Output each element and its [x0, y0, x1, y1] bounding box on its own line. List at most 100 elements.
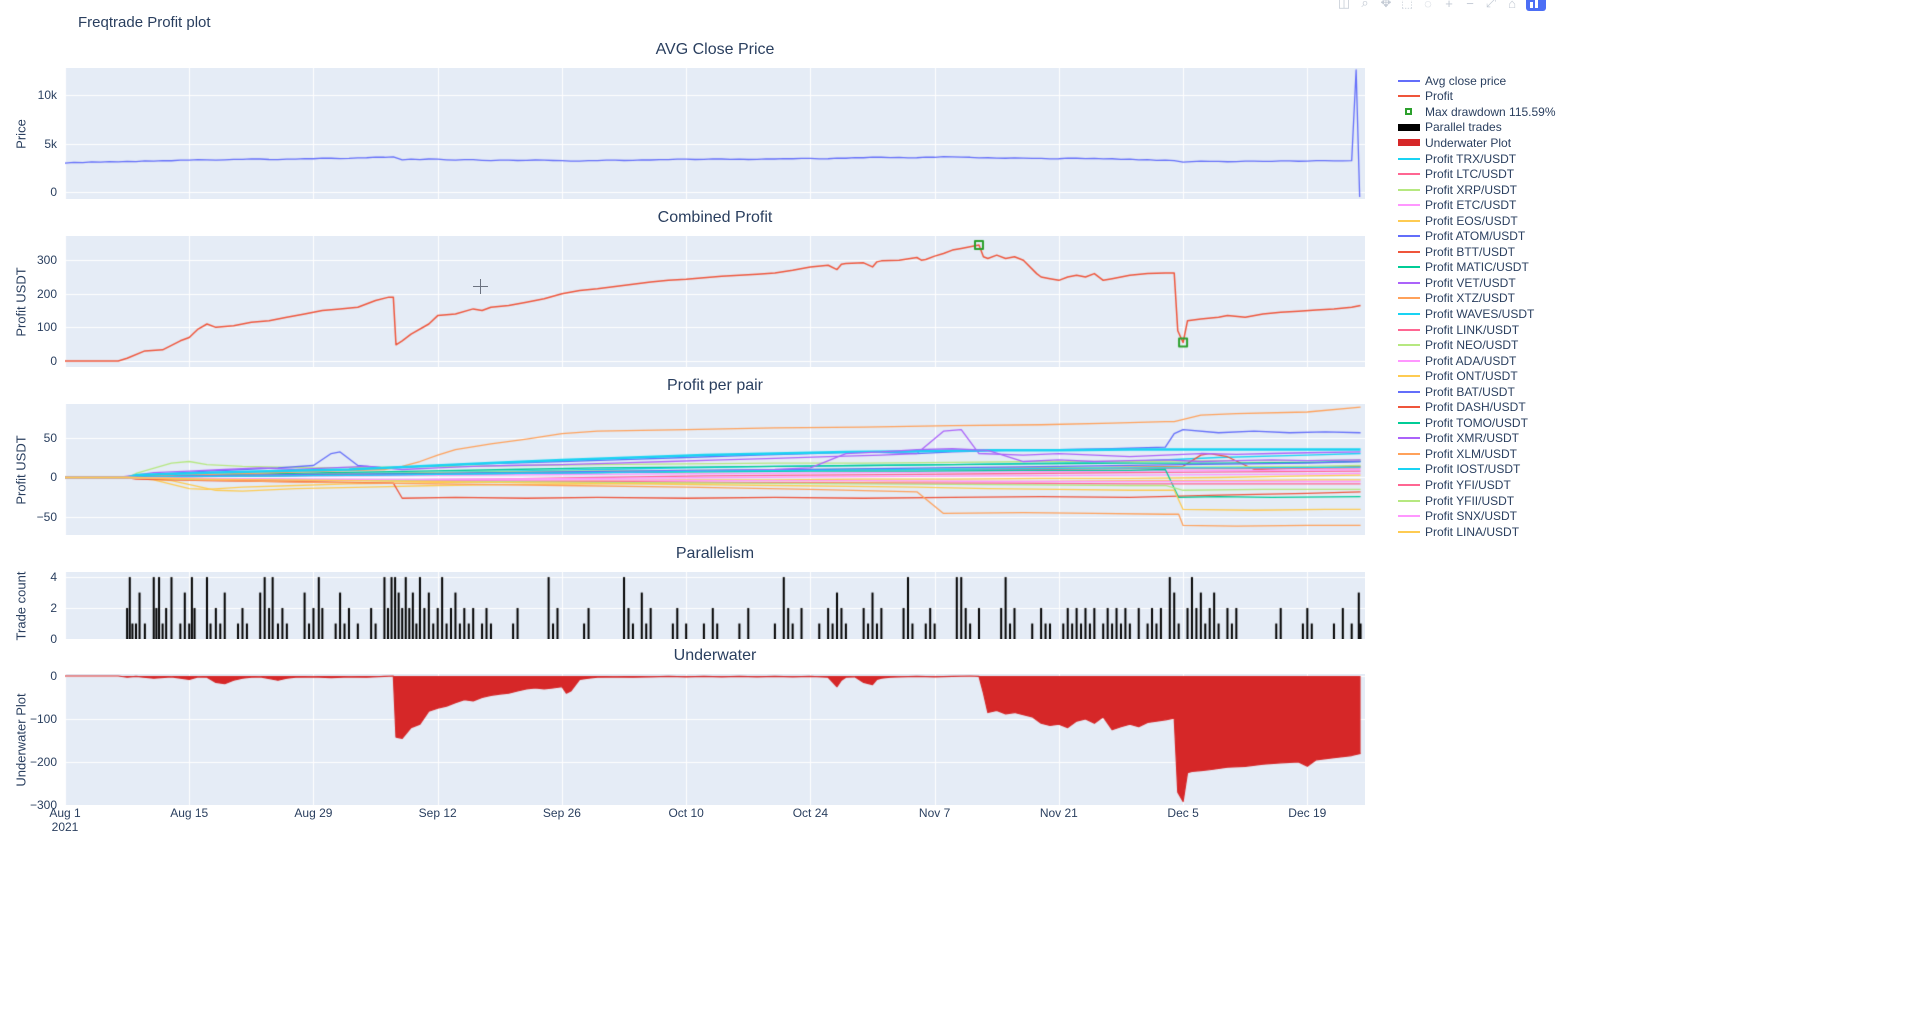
legend-swatch: [1398, 421, 1420, 424]
legend-swatch: [1398, 281, 1420, 284]
legend-swatch: [1398, 235, 1420, 238]
legend-item[interactable]: Profit SNX/USDT: [1398, 508, 1556, 524]
legend-label: Profit VET/USDT: [1425, 275, 1516, 290]
camera-icon[interactable]: ◫: [1337, 0, 1351, 10]
pan-icon[interactable]: ✥: [1380, 0, 1392, 10]
legend-swatch: [1398, 79, 1420, 82]
legend-swatch: [1398, 344, 1420, 347]
legend-swatch: [1398, 157, 1420, 160]
legend-swatch: [1398, 437, 1420, 440]
legend-swatch: [1398, 219, 1420, 222]
legend-swatch: [1398, 530, 1420, 533]
legend-item[interactable]: Profit EOS/USDT: [1398, 213, 1556, 229]
legend-label: Profit LINK/USDT: [1425, 322, 1520, 337]
subplot-title-combined-profit: Combined Profit: [657, 209, 773, 226]
legend-item[interactable]: Profit YFII/USDT: [1398, 493, 1556, 509]
legend-label: Profit BTT/USDT: [1425, 244, 1516, 259]
legend-swatch: [1398, 139, 1420, 147]
legend-item[interactable]: Profit DASH/USDT: [1398, 399, 1556, 415]
legend-item[interactable]: Profit VET/USDT: [1398, 275, 1556, 291]
legend-item[interactable]: Parallel trades: [1398, 120, 1556, 136]
legend-item[interactable]: Profit ETC/USDT: [1398, 197, 1556, 213]
legend-swatch: [1398, 390, 1420, 393]
legend-item[interactable]: Avg close price: [1398, 73, 1556, 89]
legend-label: Profit XTZ/USDT: [1425, 291, 1516, 306]
y-axis-label-parallelism: Trade count: [13, 571, 29, 640]
legend-item[interactable]: Profit ATOM/USDT: [1398, 228, 1556, 244]
y-axis-label-underwater: Underwater Plot: [13, 692, 29, 787]
legend-item[interactable]: Profit MATIC/USDT: [1398, 260, 1556, 276]
legend-label: Profit WAVES/USDT: [1425, 306, 1535, 321]
legend-item[interactable]: Profit YFI/USDT: [1398, 477, 1556, 493]
legend-item[interactable]: Profit ADA/USDT: [1398, 353, 1556, 369]
legend-label: Profit XRP/USDT: [1425, 182, 1518, 197]
legend-label: Profit ONT/USDT: [1425, 369, 1518, 384]
legend-swatch: [1398, 95, 1420, 98]
legend-label: Profit YFII/USDT: [1425, 493, 1515, 508]
legend-item[interactable]: Profit BTT/USDT: [1398, 244, 1556, 260]
legend-item[interactable]: Profit XRP/USDT: [1398, 182, 1556, 198]
legend-label: Profit: [1425, 89, 1454, 104]
x-tick-label: Sep 12: [418, 806, 457, 820]
legend-item[interactable]: Profit WAVES/USDT: [1398, 306, 1556, 322]
legend-item[interactable]: Underwater Plot: [1398, 135, 1556, 151]
autoscale-icon[interactable]: ⤢: [1485, 0, 1497, 10]
legend-item[interactable]: Max drawdown 115.59%: [1398, 104, 1556, 120]
legend-swatch: [1398, 204, 1420, 207]
y-tick-label: 0: [50, 470, 57, 485]
legend-item[interactable]: Profit: [1398, 89, 1556, 105]
zoom-icon[interactable]: ⌕: [1361, 0, 1369, 10]
y-tick-label: 50: [43, 430, 57, 445]
chart-canvas-combined-profit[interactable]: [65, 236, 1365, 367]
reset-axes-icon[interactable]: ⌂: [1508, 0, 1516, 11]
legend-swatch: [1398, 406, 1420, 409]
legend-label: Profit SNX/USDT: [1425, 509, 1518, 524]
legend-label: Profit BAT/USDT: [1425, 384, 1515, 399]
legend-item[interactable]: Profit LINK/USDT: [1398, 322, 1556, 338]
plotly-logo[interactable]: [1526, 0, 1546, 11]
y-tick-label: 2: [50, 601, 57, 616]
legend-swatch: [1398, 483, 1420, 486]
legend-swatch: [1398, 312, 1420, 315]
legend-label: Avg close price: [1425, 73, 1507, 88]
x-tick-label: Aug 29: [294, 806, 333, 820]
y-tick-label: −100: [29, 711, 57, 726]
legend-item[interactable]: Profit ONT/USDT: [1398, 368, 1556, 384]
legend-item[interactable]: Profit TOMO/USDT: [1398, 415, 1556, 431]
chart-canvas-profit-per-pair[interactable]: [65, 404, 1365, 535]
legend-label: Profit YFI/USDT: [1425, 477, 1511, 492]
legend-swatch: [1398, 173, 1420, 176]
legend-label: Max drawdown 115.59%: [1425, 104, 1556, 119]
legend-label: Profit LTC/USDT: [1425, 167, 1515, 182]
legend-item[interactable]: Profit NEO/USDT: [1398, 337, 1556, 353]
zoom-out-icon[interactable]: −: [1466, 0, 1474, 11]
legend-item[interactable]: Profit LINA/USDT: [1398, 524, 1556, 540]
legend-item[interactable]: Profit LTC/USDT: [1398, 166, 1556, 182]
legend-swatch: [1398, 499, 1420, 502]
y-tick-label: −50: [36, 510, 57, 525]
x-tick-year: 2021: [51, 820, 79, 834]
chart-canvas-avg-close-price[interactable]: [65, 68, 1365, 199]
box-select-icon[interactable]: ⬚: [1400, 0, 1414, 10]
legend-label: Profit ADA/USDT: [1425, 353, 1517, 368]
legend-swatch: [1398, 359, 1420, 362]
legend-swatch-square-open: [1405, 108, 1412, 116]
y-axis-label-avg-close-price: Price: [13, 118, 29, 149]
chart-canvas-underwater[interactable]: [65, 674, 1365, 805]
chart-canvas-parallelism[interactable]: [65, 572, 1365, 639]
legend-item[interactable]: Profit XLM/USDT: [1398, 446, 1556, 462]
zoom-in-icon[interactable]: +: [1445, 0, 1453, 11]
legend-item[interactable]: Profit BAT/USDT: [1398, 384, 1556, 400]
x-tick-label: Sep 26: [542, 806, 581, 820]
y-tick-label: 300: [36, 253, 57, 268]
legend-item[interactable]: Profit TRX/USDT: [1398, 151, 1556, 167]
lasso-icon[interactable]: ◌: [1424, 0, 1432, 11]
y-tick-label: 0: [50, 185, 57, 200]
legend-swatch: [1398, 266, 1420, 269]
legend-item[interactable]: Profit XMR/USDT: [1398, 431, 1556, 447]
legend-item[interactable]: Profit XTZ/USDT: [1398, 291, 1556, 307]
legend-label: Profit MATIC/USDT: [1425, 260, 1529, 275]
x-tick-label: Oct 24: [792, 806, 829, 820]
legend-item[interactable]: Profit IOST/USDT: [1398, 462, 1556, 478]
